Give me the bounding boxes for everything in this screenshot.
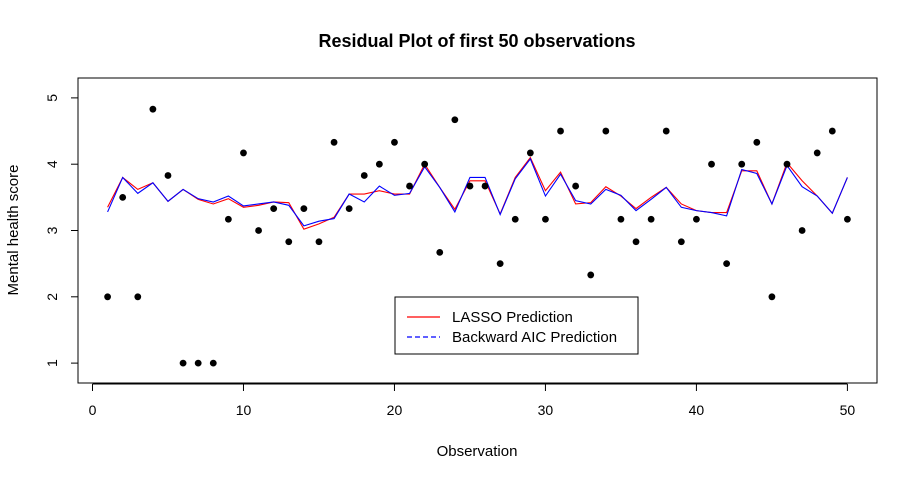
observed-point [345, 205, 353, 213]
observed-point [104, 293, 111, 301]
observed-point [662, 127, 670, 135]
observed-point [587, 271, 595, 279]
observed-point [617, 215, 625, 223]
observed-point [481, 182, 489, 190]
observed-point [406, 182, 413, 190]
legend-box [394, 296, 639, 355]
observed-point [632, 238, 640, 246]
observed-point [738, 160, 746, 168]
observed-point [677, 238, 685, 246]
observed-point [466, 182, 474, 190]
x-axis-label: Observation [437, 443, 518, 460]
observed-point [813, 149, 821, 157]
chart-title: Residual Plot of first 50 observations [318, 31, 635, 51]
observed-point [511, 215, 519, 223]
y-tick-label: 4 [44, 160, 60, 168]
observed-point [647, 215, 655, 223]
y-axis: 1 2 3 4 5 [44, 94, 79, 367]
observed-point [798, 227, 806, 234]
observed-point [164, 172, 172, 179]
x-tick-label: 50 [840, 402, 856, 418]
observed-point [572, 182, 580, 190]
observed-point [194, 359, 202, 367]
legend: LASSO Prediction Backward AIC Prediction [394, 296, 639, 355]
x-tick-label: 30 [538, 402, 554, 418]
observed-point [285, 238, 293, 246]
observed-point [693, 215, 700, 223]
observed-point [708, 160, 715, 168]
observed-point [526, 149, 534, 157]
x-tick-label: 10 [236, 402, 252, 418]
legend-label-lasso: LASSO Prediction [452, 309, 573, 326]
observed-point [209, 359, 217, 367]
observed-point [723, 260, 731, 268]
observed-point [421, 160, 429, 168]
x-axis: 0 10 20 30 40 50 [89, 383, 856, 418]
series-line-0 [107, 156, 848, 230]
observed-point [119, 193, 127, 201]
observed-point [375, 160, 383, 168]
prediction-lines [107, 156, 848, 230]
observed-point [768, 293, 776, 301]
observed-point [828, 127, 836, 135]
observed-point [240, 149, 247, 157]
observed-point [783, 160, 791, 168]
observed-point [134, 293, 142, 301]
observed-point [270, 205, 278, 213]
legend-label-backward-aic: Backward AIC Prediction [452, 329, 617, 346]
x-tick-label: 0 [89, 402, 97, 418]
observed-point [315, 238, 323, 246]
observed-point [360, 172, 368, 179]
observed-point [149, 105, 157, 113]
observed-point [557, 127, 564, 135]
observed-point [224, 215, 232, 223]
x-tick-label: 20 [387, 402, 403, 418]
observed-point [330, 138, 338, 146]
observed-point [496, 260, 504, 268]
observed-point [255, 227, 262, 234]
series-line-1 [107, 157, 848, 227]
observed-point [844, 215, 851, 223]
observed-points [104, 105, 851, 367]
x-tick-label: 40 [689, 402, 705, 418]
observed-point [753, 138, 761, 146]
y-tick-label: 3 [44, 226, 60, 234]
observed-point [179, 359, 187, 367]
observed-point [391, 138, 398, 146]
observed-point [436, 248, 444, 256]
observed-point [300, 205, 308, 213]
y-tick-label: 2 [44, 293, 60, 301]
observed-point [602, 127, 610, 135]
y-tick-label: 1 [44, 359, 60, 367]
observed-point [451, 116, 459, 124]
y-tick-label: 5 [44, 94, 60, 102]
y-axis-label: Mental health score [5, 165, 22, 296]
observed-point [542, 215, 549, 223]
